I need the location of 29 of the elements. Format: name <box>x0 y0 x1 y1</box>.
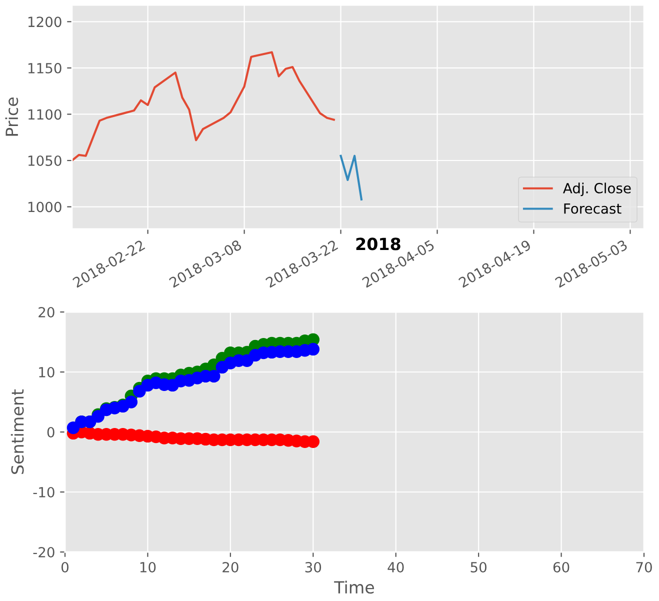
y-tick-label: 1150 <box>28 62 62 74</box>
x-tick-label: 0 <box>61 562 68 572</box>
y-axis-title: Sentiment <box>10 389 24 474</box>
point <box>66 421 80 434</box>
legend-label: Forecast <box>564 203 622 214</box>
y-tick-label: 1050 <box>28 155 62 166</box>
point <box>124 396 138 408</box>
x-tick-label: 40 <box>388 562 404 572</box>
point <box>133 384 146 398</box>
x-tick-label: 30 <box>305 562 322 572</box>
x-tick-label: 70 <box>636 562 652 572</box>
y-tick-label: 1200 <box>28 16 62 28</box>
y-tick-label: -10 <box>33 486 54 498</box>
y-tick-label: 1000 <box>28 202 62 212</box>
y-tick-label: 20 <box>38 306 54 318</box>
legend-label: Adj. Close <box>563 182 631 196</box>
point <box>208 370 220 383</box>
point <box>306 342 320 356</box>
x-axis-title: Time <box>334 580 374 594</box>
y-tick-label: 0 <box>47 426 54 438</box>
x-tick-label: 10 <box>140 562 156 572</box>
y-tick-label: 1100 <box>28 109 62 120</box>
y-axis-title: Price <box>5 98 18 136</box>
x-tick-label: 20 <box>222 562 238 572</box>
y-tick-label: -20 <box>33 546 54 558</box>
y-tick-label: 10 <box>39 366 54 378</box>
x-tick-label: 60 <box>553 562 570 572</box>
x-tick-label: 50 <box>470 562 486 572</box>
line-series <box>72 51 335 162</box>
